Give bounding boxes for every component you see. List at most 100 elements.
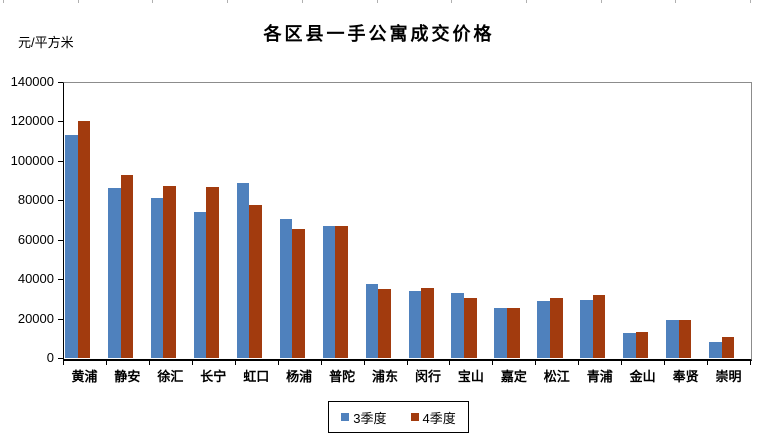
bar-4季度-青浦: [592, 294, 606, 358]
bar-4季度-长宁: [206, 187, 219, 358]
x-axis-tick-mark: [320, 360, 322, 365]
x-axis-tick-mark: [578, 360, 580, 365]
y-axis-tick-mark: [58, 318, 63, 320]
bar-3季度-普陀: [322, 225, 336, 358]
x-axis-tick-mark: [707, 360, 709, 365]
x-axis-tick-mark: [234, 360, 236, 365]
x-axis-tick-mark: [492, 360, 494, 365]
y-axis-tick-label: 0: [46, 350, 54, 365]
x-axis-category-label: 长宁: [200, 369, 227, 384]
x-axis-tick-mark: [363, 360, 365, 365]
bar-3季度-闵行: [408, 290, 422, 358]
bar-4季度-杨浦: [292, 228, 305, 358]
x-axis-tick-mark: [191, 360, 193, 365]
x-axis-category-label: 青浦: [586, 369, 613, 384]
y-axis-tick-label: 60000: [17, 231, 54, 247]
bar-3季度-宝山: [451, 292, 465, 358]
y-axis-tick-mark: [58, 200, 63, 202]
sheet-column-boundary: [675, 0, 677, 3]
y-axis-tick-mark: [58, 279, 63, 281]
x-axis-category-label: 黄浦: [71, 369, 98, 384]
bar-3季度-松江: [537, 300, 550, 358]
x-axis-tick-mark: [406, 360, 408, 365]
bar-4季度-浦东: [378, 289, 391, 358]
bar-3季度-长宁: [193, 212, 207, 358]
x-axis-category-label: 静安: [114, 369, 141, 384]
x-axis-category-label: 松江: [543, 369, 570, 384]
x-axis-category-label: 浦东: [372, 369, 399, 384]
sheet-column-boundary: [525, 0, 527, 3]
legend-label: 3季度: [353, 410, 387, 426]
y-axis-tick-label: 140000: [10, 74, 54, 89]
bar-4季度-黄浦: [77, 121, 91, 358]
x-axis-tick-mark: [148, 360, 150, 365]
sheet-column-boundary: [750, 0, 751, 3]
bar-3季度-崇明: [709, 342, 722, 358]
bar-4季度-松江: [549, 297, 563, 358]
x-axis-tick-mark: [535, 360, 537, 365]
x-axis-category-label: 嘉定: [500, 369, 527, 384]
x-axis-tick-mark: [63, 360, 64, 365]
bar-3季度-徐汇: [150, 198, 164, 358]
bar-3季度-浦东: [365, 284, 379, 358]
y-axis-unit-label: 元/平方米: [18, 35, 74, 50]
sheet-column-boundary: [77, 0, 79, 3]
x-axis-category-label: 普陀: [329, 369, 356, 384]
bar-4季度-静安: [120, 174, 134, 358]
bar-4季度-闵行: [421, 288, 434, 358]
bar-4季度-奉贤: [678, 319, 692, 358]
sheet-column-boundary: [3, 0, 4, 3]
bar-4季度-普陀: [335, 225, 348, 358]
y-axis-tick-mark: [58, 82, 63, 83]
x-axis-category-label: 宝山: [457, 369, 484, 384]
sheet-column-boundary: [600, 0, 602, 3]
x-axis-category-label: 闵行: [414, 369, 441, 384]
y-axis-tick-mark: [58, 358, 63, 359]
legend-swatch-icon: [410, 413, 419, 421]
x-axis-category-label: 徐汇: [157, 369, 184, 384]
y-axis-tick-label: 20000: [17, 310, 54, 326]
bar-3季度-杨浦: [279, 219, 293, 358]
bar-4季度-嘉定: [506, 307, 520, 358]
bar-3季度-金山: [623, 333, 636, 358]
legend-swatch-icon: [341, 413, 350, 421]
y-axis-tick-mark: [58, 239, 63, 241]
x-axis-tick-mark: [621, 360, 623, 365]
x-axis-category-label: 杨浦: [286, 369, 313, 384]
sheet-column-boundary: [227, 0, 229, 3]
bar-3季度-奉贤: [666, 319, 679, 358]
sheet-column-boundary: [376, 0, 378, 3]
bar-3季度-青浦: [580, 299, 593, 358]
sheet-column-boundary: [301, 0, 303, 3]
x-axis-category-label: 奉贤: [672, 369, 699, 384]
bar-4季度-崇明: [721, 337, 735, 358]
bar-4季度-宝山: [464, 297, 477, 358]
x-axis-tick-mark: [105, 360, 107, 365]
legend-item-3季度: 3季度: [341, 408, 387, 427]
bar-3季度-嘉定: [494, 307, 507, 358]
x-axis-category-label: 崇明: [715, 369, 742, 384]
bar-3季度-静安: [107, 188, 121, 358]
plot-area: [63, 82, 752, 361]
legend-label: 4季度: [422, 410, 456, 426]
x-axis-category-label: 虹口: [243, 369, 270, 384]
y-axis-tick-label: 120000: [10, 113, 54, 129]
sheet-column-boundary: [451, 0, 453, 3]
chart-title: 各区县一手公寓成交价格: [263, 24, 495, 44]
y-axis-tick-label: 80000: [17, 192, 54, 208]
x-axis-tick-mark: [664, 360, 666, 365]
x-axis-category-label: 金山: [629, 369, 656, 384]
legend-item-4季度: 4季度: [410, 408, 456, 427]
sheet-column-boundary: [152, 0, 154, 3]
y-axis-tick-mark: [58, 121, 63, 123]
bar-4季度-虹口: [249, 205, 262, 358]
bar-3季度-黄浦: [65, 135, 78, 358]
legend-box: 3季度 4季度: [328, 401, 469, 433]
bar-4季度-金山: [635, 332, 649, 358]
y-axis-tick-label: 100000: [10, 152, 54, 168]
x-axis-tick-mark: [277, 360, 279, 365]
bar-3季度-虹口: [236, 182, 250, 358]
x-axis-tick-mark: [750, 360, 751, 365]
x-axis-tick-mark: [449, 360, 451, 365]
